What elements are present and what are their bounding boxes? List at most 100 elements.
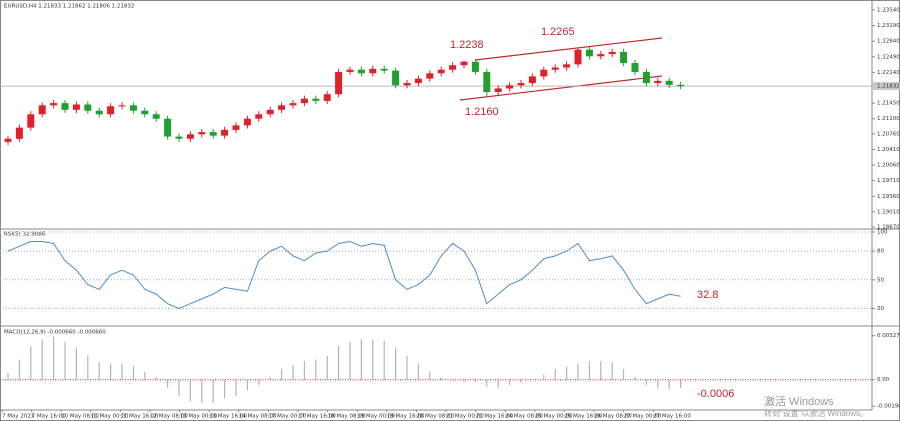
candle-body: [620, 51, 628, 64]
candle-body: [528, 76, 536, 84]
time-label: 14 May 08:00: [239, 414, 277, 420]
candle-body: [506, 85, 514, 89]
candle-body: [642, 71, 650, 84]
candle-body: [517, 83, 525, 86]
y-tick-label: 1.22140: [877, 70, 900, 76]
candle-body: [380, 68, 388, 71]
time-label: 12 May 08:00: [150, 414, 188, 420]
y-tick-label: 1.23190: [877, 23, 900, 29]
y-tick-label: 1.18670: [877, 225, 900, 231]
time-label: 17 May 00:00: [268, 414, 306, 420]
annotation: 1.2265: [541, 26, 575, 38]
candle-body: [426, 73, 434, 79]
value-label: 32.8: [697, 289, 718, 301]
y-tick-label: 1.23540: [877, 8, 900, 14]
y-tick-label: 80: [877, 249, 884, 255]
candle-body: [61, 103, 69, 110]
candle-body: [585, 49, 593, 57]
candle-body: [289, 103, 297, 106]
candle-body: [323, 94, 331, 101]
time-label: 19 May 16:00: [387, 414, 425, 420]
time-label: 25 May 16:00: [564, 414, 602, 420]
time-label: 24 May 08:00: [505, 414, 543, 420]
candle-body: [665, 80, 673, 85]
candle-body: [460, 61, 468, 66]
channel-line: [459, 75, 663, 101]
candle-body: [129, 105, 137, 111]
y-tick-label: 0.00: [877, 377, 890, 383]
candle-body: [198, 132, 206, 135]
time-label: 13 May 00:00: [180, 414, 218, 420]
candle-body: [186, 134, 194, 139]
candle-body: [494, 88, 502, 92]
candle-body: [209, 132, 217, 136]
time-label: 27 May 00:00: [624, 414, 662, 420]
time-label: 19 May 00:00: [357, 414, 395, 420]
candle-body: [243, 118, 251, 126]
candle-body: [608, 51, 616, 55]
channel-line: [474, 37, 663, 61]
time-label: 7 May 16:00: [32, 414, 67, 420]
time-label: 21 May 00:00: [446, 414, 484, 420]
y-tick-label: 1.20060: [877, 163, 900, 169]
y-tick-label: 1.20410: [877, 147, 900, 153]
candle-body: [118, 105, 126, 107]
time-label: 26 May 08:00: [594, 414, 632, 420]
candle-body: [540, 69, 548, 77]
panel-title: RSI(5) 32.9086: [4, 232, 46, 238]
candle-body: [449, 65, 457, 70]
candle-body: [72, 104, 80, 110]
panel-title: EURUSD,H4 1.21833 1.21862 1.21806 1.2183…: [4, 4, 134, 10]
candle-body: [221, 129, 229, 136]
candle-body: [107, 106, 115, 115]
candle-body: [27, 114, 35, 128]
last-price-box: [872, 82, 900, 91]
y-tick-label: 50: [877, 277, 884, 283]
candle-body: [141, 110, 149, 115]
candle-body: [152, 114, 160, 119]
candle-body: [175, 136, 183, 139]
candle-body: [255, 114, 263, 119]
time-label: 7 May 2021: [2, 414, 34, 420]
candle-body: [631, 63, 639, 72]
candle-body: [357, 69, 365, 74]
annotation: 1.2160: [465, 106, 499, 118]
time-label: 11 May 00:00: [91, 414, 129, 420]
candle-body: [278, 105, 286, 110]
annotation: 1.2238: [450, 39, 484, 51]
candle-body: [414, 78, 422, 84]
time-label: 10 May 08:00: [61, 414, 99, 420]
time-label: 11 May 16:00: [120, 414, 158, 420]
candle-body: [50, 103, 58, 106]
panel-title: MACD(12,26,9) -0.000660 -0.000660: [4, 330, 106, 336]
y-tick-label: 100: [877, 230, 888, 236]
candle-body: [483, 71, 491, 92]
y-tick-label: 1.19710: [877, 178, 900, 184]
time-label: 27 May 16:00: [653, 414, 691, 420]
candle-body: [346, 69, 354, 72]
candle-body: [563, 64, 571, 68]
candle-body: [232, 125, 240, 130]
y-tick-label: 1.22490: [877, 54, 900, 60]
y-tick-label: 1.19010: [877, 209, 900, 215]
candle-body: [84, 104, 92, 111]
candle-body: [300, 98, 308, 104]
candle-body: [4, 138, 12, 142]
time-label: 25 May 00:00: [535, 414, 573, 420]
time-label: 13 May 16:00: [209, 414, 247, 420]
candle-body: [437, 69, 445, 74]
y-tick-label: 1.20760: [877, 131, 900, 137]
candle-body: [551, 67, 559, 70]
candle-body: [654, 80, 662, 84]
candle-body: [95, 110, 103, 115]
candle-body: [266, 109, 274, 115]
candle-body: [38, 105, 46, 115]
watermark: 转到“设置”以激活 Windows。: [764, 408, 868, 418]
candle-body: [403, 83, 411, 86]
time-label: 21 May 16:00: [476, 414, 514, 420]
time-label: 17 May 16:00: [298, 414, 336, 420]
rsi-line: [7, 241, 681, 309]
time-label: 20 May 08:00: [416, 414, 454, 420]
